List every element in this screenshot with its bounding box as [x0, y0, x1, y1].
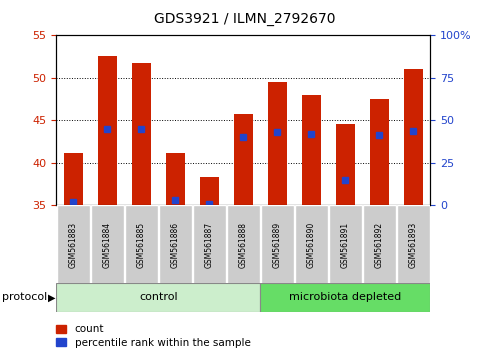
Bar: [267, 82, 286, 205]
FancyBboxPatch shape: [56, 283, 260, 312]
Text: GSM561885: GSM561885: [137, 222, 145, 268]
Text: GDS3921 / ILMN_2792670: GDS3921 / ILMN_2792670: [153, 12, 335, 27]
Legend: count, percentile rank within the sample: count, percentile rank within the sample: [52, 320, 254, 352]
FancyBboxPatch shape: [124, 205, 157, 285]
Text: GSM561889: GSM561889: [272, 222, 281, 268]
Text: protocol: protocol: [2, 292, 48, 302]
Text: GSM561893: GSM561893: [408, 222, 417, 268]
Text: control: control: [139, 292, 177, 302]
Text: GSM561886: GSM561886: [170, 222, 180, 268]
Bar: [64, 154, 82, 205]
Bar: [233, 114, 252, 205]
Bar: [200, 177, 218, 205]
Text: GSM561888: GSM561888: [238, 222, 247, 268]
FancyBboxPatch shape: [260, 283, 429, 312]
Text: GSM561883: GSM561883: [69, 222, 78, 268]
Text: ▶: ▶: [47, 292, 55, 302]
Text: GSM561884: GSM561884: [102, 222, 112, 268]
FancyBboxPatch shape: [159, 205, 191, 285]
FancyBboxPatch shape: [57, 205, 89, 285]
Bar: [132, 63, 150, 205]
Bar: [369, 99, 388, 205]
Text: GSM561887: GSM561887: [204, 222, 213, 268]
FancyBboxPatch shape: [328, 205, 361, 285]
Text: microbiota depleted: microbiota depleted: [288, 292, 401, 302]
Bar: [335, 124, 354, 205]
Bar: [301, 95, 320, 205]
FancyBboxPatch shape: [91, 205, 123, 285]
Text: GSM561892: GSM561892: [374, 222, 383, 268]
Bar: [98, 56, 116, 205]
FancyBboxPatch shape: [193, 205, 225, 285]
FancyBboxPatch shape: [294, 205, 327, 285]
FancyBboxPatch shape: [226, 205, 259, 285]
Bar: [403, 69, 422, 205]
Text: GSM561890: GSM561890: [306, 222, 315, 268]
FancyBboxPatch shape: [396, 205, 429, 285]
Text: GSM561891: GSM561891: [340, 222, 349, 268]
FancyBboxPatch shape: [362, 205, 395, 285]
FancyBboxPatch shape: [261, 205, 293, 285]
Bar: [165, 154, 184, 205]
